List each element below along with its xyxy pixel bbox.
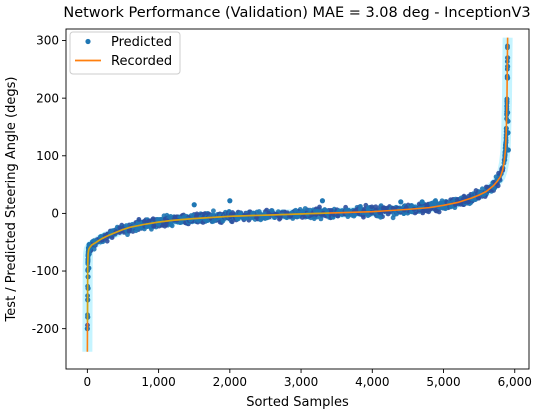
legend-predicted-marker [85,38,91,45]
predicted-point [229,219,235,225]
predicted-point [317,204,322,210]
x-tick-label: 5,000 [426,375,460,389]
predicted-point [250,210,256,216]
predicted-point [318,216,324,222]
predicted-point [505,147,511,153]
predicted-point [123,223,129,229]
x-tick-label: 1,000 [141,375,175,389]
recorded-series [86,37,509,352]
predicted-point [282,214,288,220]
predicted-point [476,195,481,201]
legend: Predicted Recorded [69,31,181,75]
x-tick-label: 2,000 [213,375,247,389]
predicted-point [428,201,434,206]
predicted-point [136,216,142,222]
y-tick-label: 0 [51,207,59,221]
predicted-point [462,195,468,201]
predicted-point [312,208,318,214]
legend-predicted-label: Predicted [111,35,172,50]
x-axis-ticks: 0 1,000 2,000 3,000 4,000 5,000 6,000 [84,369,532,389]
x-tick-label: 6,000 [498,375,532,389]
predicted-point [194,211,200,217]
predicted-point [505,109,511,116]
predicted-point [357,206,363,212]
chart-title: Network Performance (Validation) MAE = 3… [63,5,530,21]
predicted-point [237,210,243,216]
predicted-point [448,204,454,210]
predicted-point [277,215,283,221]
y-axis-ticks: -200 -100 0 100 200 300 [32,34,66,336]
predicted-point [227,198,233,204]
predicted-point [269,208,275,214]
predicted-point [361,214,366,220]
y-tick-label: -100 [32,264,59,278]
predicted-point [433,208,439,214]
predicted-point [390,215,396,221]
predicted-point [266,210,272,216]
x-tick-label: 3,000 [284,375,318,389]
x-tick-label: 4,000 [355,375,389,389]
predicted-point [335,213,341,219]
recorded-line [86,37,509,352]
predicted-point [495,183,501,189]
predicted-point [211,208,216,214]
predicted-point [293,207,299,213]
predicted-point [466,193,472,199]
plot-frame [65,28,530,370]
y-tick-label: -200 [32,322,59,336]
predicted-point [144,224,150,229]
predicted-point [259,216,264,221]
predicted-points [82,37,513,352]
predicted-point [328,207,334,213]
predicted-point [141,218,147,224]
predicted-point [424,208,430,214]
predicted-point [479,186,485,192]
predicted-point [178,220,183,226]
recorded-band [82,37,513,352]
predicted-point [419,199,425,205]
predicted-point [345,214,351,220]
predicted-point [164,212,170,218]
predicted-point [369,204,375,210]
predicted-point [496,170,501,176]
predicted-point [390,205,396,211]
predicted-point [191,202,197,208]
predicted-point [146,218,152,224]
predicted-point [473,188,479,193]
y-axis-label: Test / Predicted Steering Angle (degs) [4,77,19,323]
predicted-point [373,204,379,210]
predicted-point [302,206,308,211]
legend-recorded-label: Recorded [111,54,172,69]
predicted-point [220,218,226,224]
predicted-point [398,199,404,205]
predicted-point [352,212,358,218]
x-tick-label: 0 [84,375,92,389]
x-axis-label: Sorted Samples [246,395,349,410]
y-tick-label: 100 [36,149,59,163]
predicted-point [378,214,383,220]
y-tick-label: 300 [36,34,59,48]
predicted-point [234,216,240,222]
y-tick-label: 200 [36,91,59,105]
predicted-point [433,198,438,203]
predicted-point [311,216,317,222]
legend-box [69,31,181,75]
recorded-line-highlight [86,37,509,352]
predicted-point [319,198,326,204]
predicted-point [211,218,216,224]
predicted-point [264,215,270,221]
predicted-point [294,214,300,220]
